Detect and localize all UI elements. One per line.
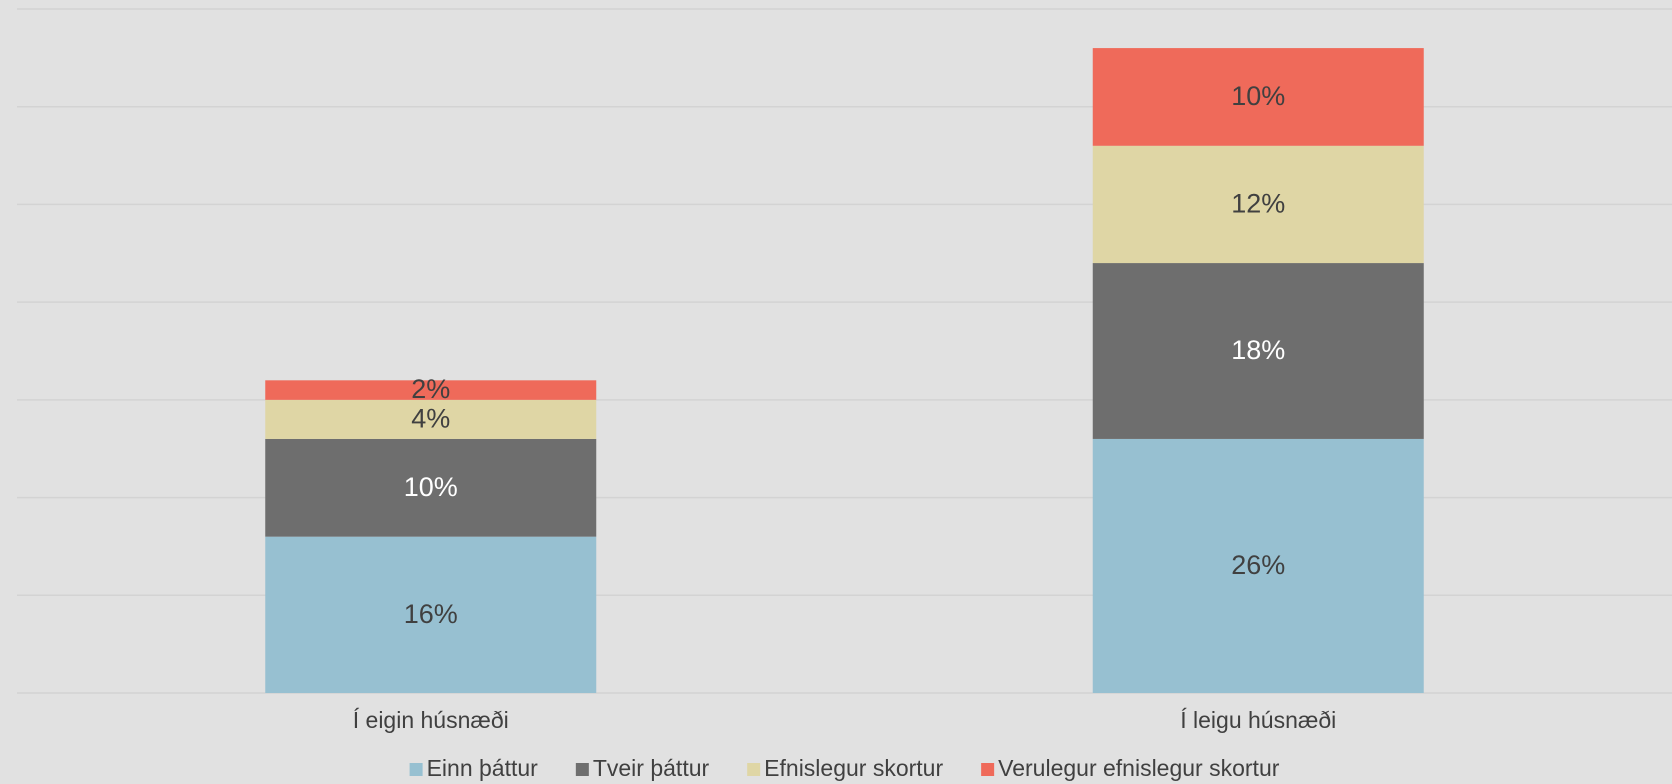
legend-swatch — [747, 763, 761, 776]
legend: Einn þáttur Tveir þáttur Efnislegur skortu… — [409, 755, 1280, 781]
data-label: 2% — [411, 374, 450, 404]
data-label: 26% — [1231, 550, 1285, 580]
bar-segment — [265, 380, 597, 400]
bar-segment — [265, 438, 597, 537]
bar-segment — [265, 399, 597, 439]
legend-label: Verulegur efnislegur skortur — [998, 755, 1280, 781]
data-label: 10% — [1231, 81, 1285, 111]
bar-segment — [265, 536, 597, 693]
data-label: 10% — [404, 472, 458, 502]
legend-swatch — [409, 763, 423, 776]
data-label: 18% — [1231, 335, 1285, 365]
bar-segment — [1092, 145, 1424, 264]
bar-segment — [1092, 438, 1424, 693]
data-label: 12% — [1231, 189, 1285, 219]
legend-swatch — [575, 763, 589, 776]
legend-label: Tveir þáttur — [593, 755, 710, 781]
x-tick-label: Í eigin húsnæði — [353, 707, 509, 733]
bar-segment — [1092, 48, 1424, 146]
legend-label: Efnislegur skortur — [764, 755, 943, 781]
legend-swatch — [981, 763, 995, 776]
legend-label: Einn þáttur — [427, 755, 539, 781]
x-tick-label: Í leigu húsnæði — [1180, 707, 1336, 733]
data-label: 4% — [411, 404, 450, 434]
bar-segment — [1092, 263, 1424, 439]
data-label: 16% — [404, 599, 458, 629]
